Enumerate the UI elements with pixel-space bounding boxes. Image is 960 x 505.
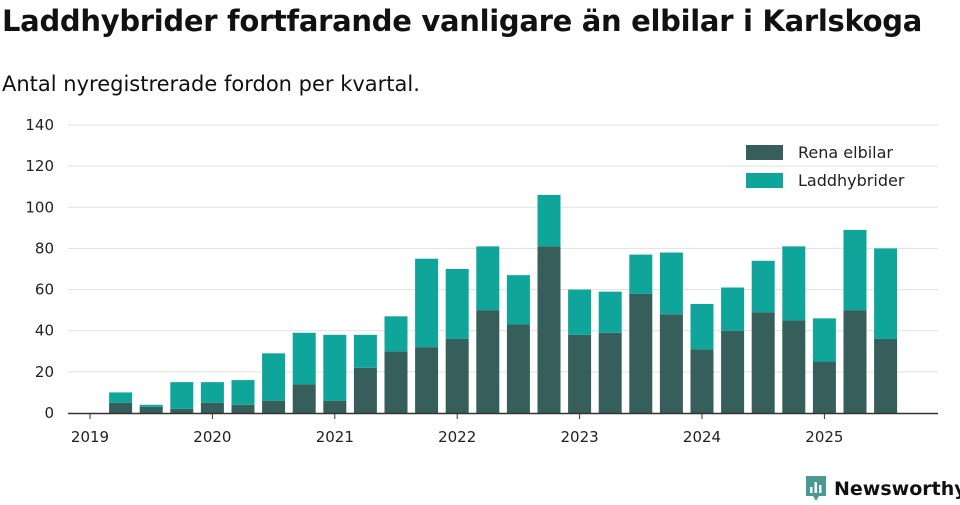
bar-laddhybrider (537, 194, 561, 247)
x-tick-label: 2023 (561, 428, 599, 446)
bar-laddhybrider (200, 382, 224, 403)
y-tick-label: 140 (25, 116, 54, 134)
bar-laddhybrider (323, 334, 347, 401)
bar-laddhybrider (109, 392, 133, 403)
bar-rena-elbilar (415, 347, 439, 413)
bar-laddhybrider (690, 303, 714, 350)
x-tick-label: 2025 (805, 428, 843, 446)
x-tick-label: 2022 (438, 428, 476, 446)
bar-laddhybrider (782, 246, 806, 321)
bar-laddhybrider (843, 229, 867, 311)
bar-laddhybrider (721, 287, 745, 331)
y-tick-label: 80 (35, 239, 54, 257)
bar-rena-elbilar (874, 338, 898, 413)
bar-laddhybrider (568, 289, 592, 335)
bar-rena-elbilar (170, 408, 194, 413)
bar-laddhybrider (874, 248, 898, 339)
bar-laddhybrider (506, 275, 530, 325)
newsworthy-brand[interactable]: Newsworthy (804, 474, 960, 504)
bar-rena-elbilar (262, 400, 286, 413)
bar-laddhybrider (445, 269, 469, 339)
legend-label: Laddhybrider (798, 171, 905, 190)
bar-rena-elbilar (445, 338, 469, 413)
bar-rena-elbilar (782, 320, 806, 413)
bar-rena-elbilar (353, 367, 377, 413)
bar-rena-elbilar (812, 361, 836, 413)
bar-rena-elbilar (292, 384, 316, 413)
bar-rena-elbilar (690, 349, 714, 413)
y-tick-label: 60 (35, 281, 54, 299)
grid-lines (68, 124, 938, 373)
bar-rena-elbilar (323, 400, 347, 413)
x-tick-label: 2021 (316, 428, 354, 446)
bar-rena-elbilar (384, 351, 408, 413)
bar-rena-elbilar (139, 406, 163, 413)
y-tick-label: 40 (35, 322, 54, 340)
y-tick-label: 100 (25, 198, 54, 216)
y-tick-label: 120 (25, 157, 54, 175)
bar-laddhybrider (231, 380, 255, 405)
chart-title: Laddhybrider fortfarande vanligare än el… (2, 4, 923, 38)
chart-subtitle: Antal nyregistrerade fordon per kvartal. (2, 72, 420, 96)
bar-laddhybrider (292, 332, 316, 385)
legend-swatch (746, 173, 783, 188)
bar-laddhybrider (751, 260, 775, 313)
bar-laddhybrider (139, 404, 163, 407)
bar-rena-elbilar (721, 330, 745, 413)
x-axis-ticks: 2019 2020 2021 2022 2023 2024 2025 (71, 413, 843, 446)
legend-swatch (746, 145, 783, 160)
bar-rena-elbilar (751, 312, 775, 413)
bar-rena-elbilar (537, 246, 561, 413)
bars (109, 194, 898, 413)
legend: Rena elbilar Laddhybrider (746, 143, 905, 190)
x-tick-label: 2020 (193, 428, 231, 446)
bar-rena-elbilar (568, 334, 592, 413)
bar-rena-elbilar (843, 310, 867, 413)
bar-laddhybrider (659, 252, 683, 315)
bar-rena-elbilar (476, 310, 500, 413)
y-tick-label: 20 (35, 363, 54, 381)
bar-laddhybrider (353, 334, 377, 368)
bar-rena-elbilar (598, 332, 622, 413)
bar-rena-elbilar (629, 293, 653, 413)
bar-laddhybrider (598, 291, 622, 333)
bar-laddhybrider (629, 254, 653, 294)
bar-laddhybrider (170, 382, 194, 409)
x-tick-label: 2024 (683, 428, 721, 446)
newsworthy-logo-icon (806, 476, 826, 501)
bar-rena-elbilar (659, 314, 683, 413)
bar-laddhybrider (812, 318, 836, 362)
bar-laddhybrider (384, 316, 408, 352)
bar-rena-elbilar (231, 404, 255, 413)
x-tick-label: 2019 (71, 428, 109, 446)
bar-rena-elbilar (506, 324, 530, 413)
bar-laddhybrider (415, 258, 439, 348)
y-axis-ticks: 0 20 40 60 80 100 120 140 (25, 116, 54, 422)
bar-rena-elbilar (109, 402, 133, 413)
legend-label: Rena elbilar (798, 143, 893, 162)
brand-name: Newsworthy (834, 478, 960, 500)
bar-rena-elbilar (200, 402, 224, 413)
bar-laddhybrider (476, 246, 500, 311)
y-tick-label: 0 (44, 404, 54, 422)
bar-laddhybrider (262, 353, 286, 401)
